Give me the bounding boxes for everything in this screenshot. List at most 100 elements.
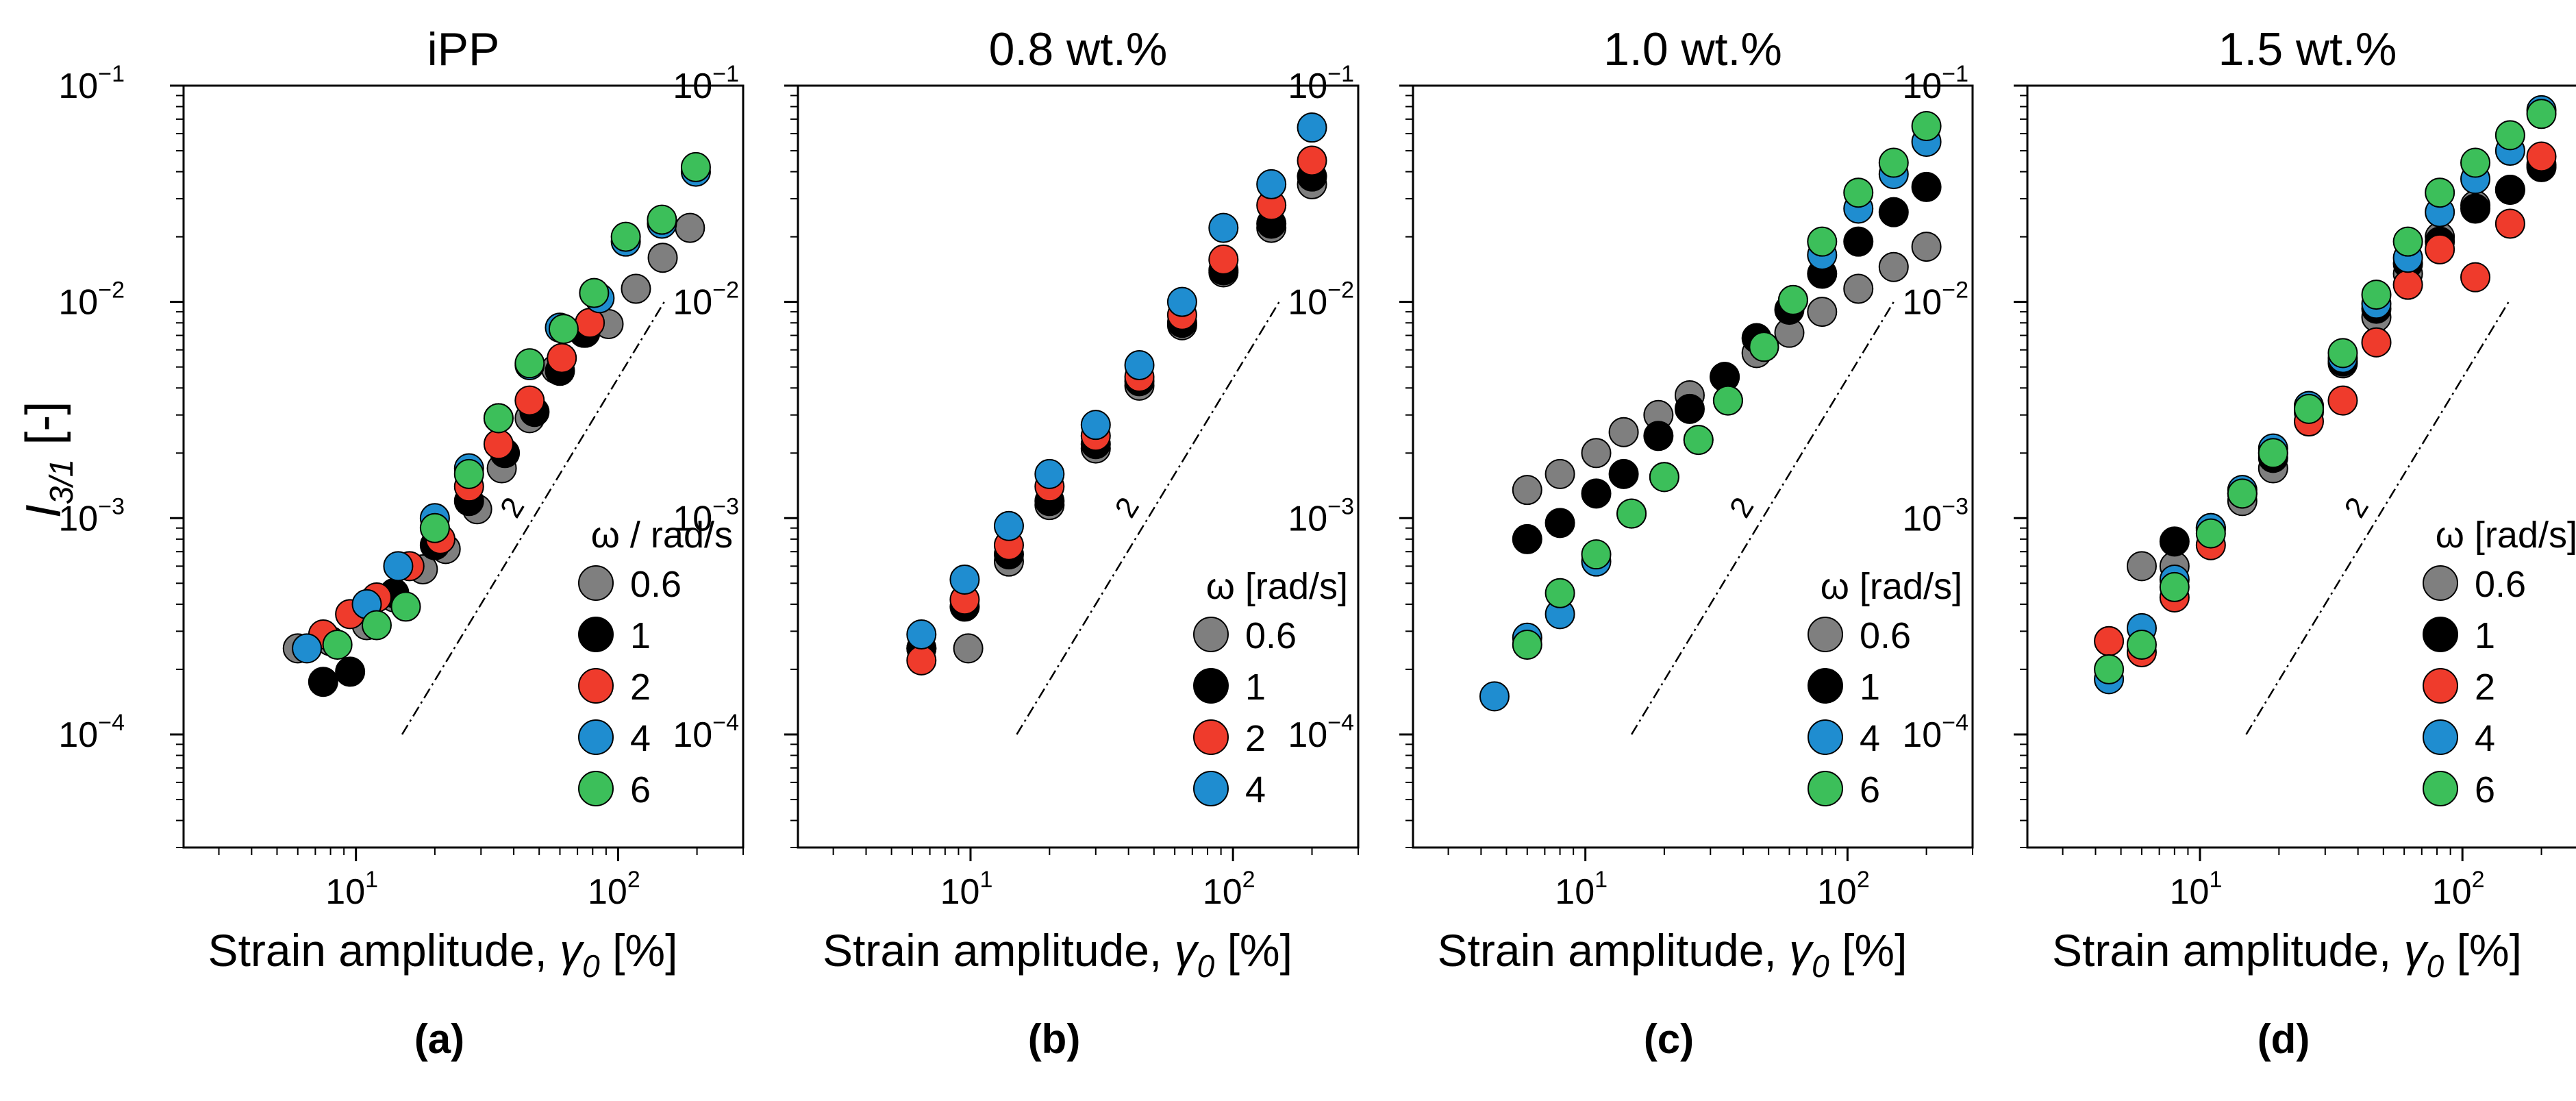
data-point-2 xyxy=(906,645,937,676)
data-point-2 xyxy=(483,429,514,460)
data-point-0.6 xyxy=(1608,417,1639,447)
y-tick-label: 10−1 xyxy=(1288,61,1354,106)
data-point-6 xyxy=(2258,438,2288,469)
legend: ω [rad/s] 0.6 1 4 6 xyxy=(1808,566,1962,811)
data-point-2 xyxy=(2327,385,2358,416)
data-point-4 xyxy=(383,551,414,582)
legend-label: 0.6 xyxy=(1245,615,1297,656)
y-tick-label: 10−2 xyxy=(1902,277,1968,323)
legend-marker-1 xyxy=(2423,617,2458,652)
y-tick-base: 10 xyxy=(673,66,712,106)
x-label-suffix: [%] xyxy=(600,925,678,976)
data-point-6 xyxy=(1581,539,1612,570)
data-point-4 xyxy=(1297,112,1327,143)
data-point-1 xyxy=(2460,193,2491,224)
y-tick-exp: −1 xyxy=(1942,61,1968,87)
data-point-0.6 xyxy=(1545,458,1575,489)
data-point-2 xyxy=(2361,327,2392,358)
x-axis-label: Strain amplitude, γ0 [%] xyxy=(2052,925,2522,984)
x-tick-label: 102 xyxy=(588,867,640,912)
panel-label: (a) xyxy=(414,1016,464,1062)
legend-label: 4 xyxy=(2475,718,2495,759)
legend-marker-6 xyxy=(2423,771,2458,806)
legend-label: 1 xyxy=(630,615,651,656)
data-point-2 xyxy=(2460,262,2491,293)
data-point-1 xyxy=(1911,171,1942,202)
data-point-6 xyxy=(453,458,484,489)
x-label-symbol: γ xyxy=(1789,925,1814,976)
series-1 xyxy=(308,317,601,697)
data-point-4 xyxy=(949,564,980,595)
legend-title: ω [rad/s] xyxy=(1206,566,1348,607)
data-point-6 xyxy=(1807,226,1838,257)
data-point-6 xyxy=(2526,99,2557,129)
axes-frame xyxy=(797,84,1360,849)
data-point-4 xyxy=(993,510,1024,541)
data-point-0.6 xyxy=(647,243,678,273)
y-tick-base: 10 xyxy=(1902,715,1942,755)
y-tick-base: 10 xyxy=(673,715,712,755)
y-tick-exp: −2 xyxy=(712,277,739,304)
panel-label: (c) xyxy=(1644,1016,1694,1062)
data-point-6 xyxy=(1911,111,1942,142)
data-point-6 xyxy=(2392,226,2423,257)
legend-label: 2 xyxy=(630,667,651,708)
data-point-0.6 xyxy=(1581,438,1612,469)
y-tick-exp: −4 xyxy=(1327,710,1354,736)
data-point-2 xyxy=(1208,244,1239,275)
data-point-2 xyxy=(514,385,545,416)
data-point-6 xyxy=(1683,425,1714,456)
x-tick-label: 101 xyxy=(2170,867,2223,912)
y-tick-label: 10−1 xyxy=(58,61,125,106)
y-tick-label: 10−2 xyxy=(673,277,739,323)
data-point-6 xyxy=(483,403,514,434)
y-tick-base: 10 xyxy=(1288,499,1327,539)
data-point-2 xyxy=(2094,626,2125,656)
data-point-6 xyxy=(1649,462,1679,493)
data-point-1 xyxy=(1843,226,1874,257)
data-point-6 xyxy=(647,204,677,235)
data-point-6 xyxy=(680,151,711,182)
data-point-6 xyxy=(2227,478,2258,509)
slope-label: 2 xyxy=(1723,492,1761,523)
y-label-suffix: [-] xyxy=(16,401,71,459)
panel-label: (d) xyxy=(2258,1016,2310,1062)
data-point-4 xyxy=(1080,410,1111,441)
data-point-6 xyxy=(1545,578,1575,608)
series-6 xyxy=(2094,99,2557,684)
series-4 xyxy=(906,112,1327,650)
data-point-6 xyxy=(579,277,610,308)
data-point-6 xyxy=(610,221,641,252)
series-6 xyxy=(1512,111,1942,660)
x-tick-base: 10 xyxy=(1817,872,1857,912)
y-tick-label: 10−3 xyxy=(673,493,739,539)
data-point-2 xyxy=(2494,208,2525,239)
x-tick-exp: 1 xyxy=(1595,867,1608,893)
legend-label: 4 xyxy=(1245,769,1266,811)
data-point-6 xyxy=(2293,393,2324,424)
y-tick-exp: −2 xyxy=(1327,277,1354,304)
y-tick-label: 10−2 xyxy=(1288,277,1354,323)
x-label-symbol: γ xyxy=(2404,925,2429,976)
y-tick-label: 10−4 xyxy=(673,710,739,755)
data-point-6 xyxy=(2126,629,2157,660)
legend-marker-2 xyxy=(1193,719,1229,755)
data-point-1 xyxy=(1643,421,1674,451)
x-label-sub: 0 xyxy=(1197,948,1215,984)
x-tick-label: 101 xyxy=(1555,867,1608,912)
x-label-suffix: [%] xyxy=(1214,925,1292,976)
x-tick-exp: 2 xyxy=(2472,867,2485,893)
data-point-6 xyxy=(2361,280,2392,310)
y-tick-base: 10 xyxy=(673,499,712,539)
legend: ω / rad/s 0.6 1 2 4 6 xyxy=(578,515,733,811)
data-point-0.6 xyxy=(621,273,651,304)
legend-label: 4 xyxy=(1860,718,1880,759)
data-point-1 xyxy=(308,667,338,697)
data-point-2 xyxy=(2392,269,2423,300)
legend-label: 2 xyxy=(2475,667,2495,708)
data-point-0.6 xyxy=(1843,273,1874,304)
data-point-1 xyxy=(1512,523,1542,554)
legend-marker-6 xyxy=(1808,771,1843,806)
